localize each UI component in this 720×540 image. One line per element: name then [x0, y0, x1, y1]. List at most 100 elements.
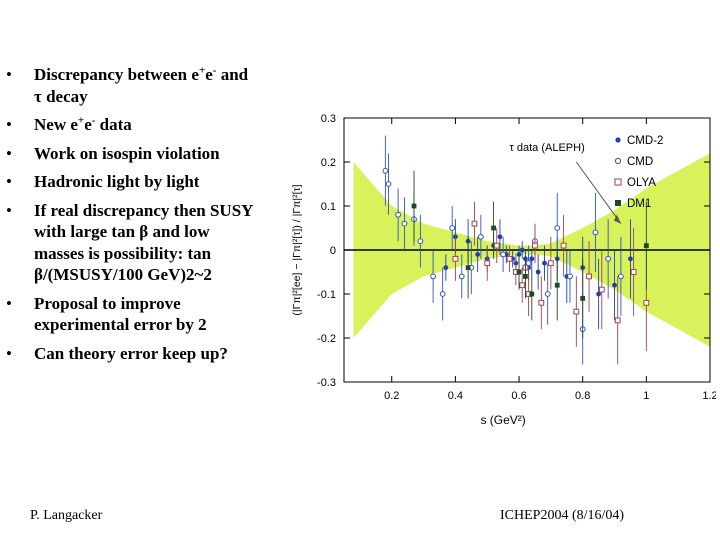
- bullet-dot: •: [6, 200, 12, 220]
- x-tick-label: 1.2: [702, 390, 716, 402]
- bullet-isospin: • Work on isospin violation: [4, 143, 286, 165]
- data-point: [586, 273, 592, 280]
- bullet-text-line: experimental error by 2: [34, 315, 207, 334]
- data-point: [643, 243, 649, 248]
- bullet-dot: •: [6, 293, 12, 313]
- data-point: [471, 220, 478, 227]
- bullet-dot: •: [6, 65, 12, 84]
- footer-author: P. Langacker: [30, 508, 103, 523]
- data-point: [535, 269, 541, 275]
- data-point: [525, 260, 532, 267]
- y-tick-label: 0.1: [321, 201, 336, 213]
- y-tick-label: 0.2: [321, 157, 336, 169]
- bullet-theory-error: • Can theory error keep up?: [4, 343, 286, 365]
- data-point: [491, 225, 496, 231]
- data-point: [567, 273, 573, 280]
- series-dm1: [411, 170, 649, 338]
- footer-conference: ICHEP2004 (8/16/04): [500, 508, 625, 523]
- data-point: [465, 265, 471, 270]
- bullet-dot: •: [6, 115, 12, 134]
- annotation-arrowhead: [613, 214, 621, 224]
- data-point: [484, 260, 491, 267]
- data-point: [532, 242, 538, 249]
- bullet-text-line: Discrepancy between e+e- and: [34, 64, 249, 84]
- data-point: [612, 282, 617, 288]
- y-tick-label: -0.3: [317, 377, 336, 389]
- y-tick-label: 0: [330, 245, 336, 257]
- bullet-text-line: Can theory error keep up?: [34, 343, 228, 363]
- data-point: [592, 229, 599, 236]
- data-point: [560, 242, 567, 249]
- data-point: [580, 296, 586, 301]
- bullet-dot: •: [6, 343, 12, 363]
- data-point: [500, 251, 507, 258]
- data-point: [452, 255, 459, 262]
- bullet-text-line: with large tan β and low: [34, 222, 210, 241]
- data-point: [516, 269, 522, 275]
- x-tick-label: 1: [643, 390, 649, 402]
- data-point: [544, 291, 551, 297]
- x-axis-label: s (GeV²): [480, 413, 525, 427]
- legend-label: DM1: [627, 198, 651, 210]
- data-point: [630, 269, 637, 275]
- bullet-text-line: Proposal to improve: [34, 293, 181, 313]
- bullet-text-line: β/(MSUSY/100 GeV)2~2: [34, 265, 212, 284]
- data-point: [628, 256, 633, 262]
- data-point: [443, 265, 449, 270]
- legend-label: CMD-2: [627, 135, 663, 147]
- data-point: [493, 242, 500, 249]
- bullet-discrepancy: • Discrepancy between e+e- and τ decay: [4, 64, 286, 107]
- x-tick-label: 0.8: [575, 390, 590, 402]
- data-point: [519, 282, 526, 289]
- data-point: [417, 238, 424, 245]
- bullet-text-line: If real discrepancy then SUSY: [34, 200, 254, 220]
- bullet-text-line: masses is possibility: tan: [34, 243, 212, 263]
- annotation-arrow: [575, 161, 622, 224]
- x-tick-label: 0.4: [448, 390, 463, 402]
- legend: CMD-2 CMD OLYA DM1: [614, 135, 663, 210]
- bullet-text-line: τ decay: [34, 86, 88, 106]
- data-point: [542, 260, 547, 266]
- bullet-dot: •: [6, 143, 12, 163]
- data-point: [538, 299, 545, 306]
- data-point: [554, 225, 561, 231]
- data-point: [475, 252, 481, 257]
- data-point: [598, 286, 605, 293]
- y-tick-label: -0.1: [317, 289, 336, 301]
- data-point: [430, 273, 437, 280]
- data-point: [401, 220, 408, 227]
- data-point: [529, 291, 535, 297]
- data-point: [617, 273, 624, 280]
- data-point: [605, 255, 612, 262]
- bullet-new-data: • New e+e- data: [4, 114, 286, 136]
- x-tick-label: 0.6: [511, 390, 526, 402]
- data-point: [554, 282, 560, 288]
- data-point: [382, 167, 389, 174]
- legend-label: OLYA: [627, 177, 656, 189]
- data-point: [497, 234, 503, 240]
- data-point: [573, 308, 580, 315]
- data-point: [529, 256, 535, 262]
- data-point: [506, 255, 513, 262]
- annotation-label: τ data (ALEPH): [509, 142, 584, 154]
- y-tick-label: 0.3: [321, 113, 336, 125]
- y-axis-label: (|Γπ|²[ee] − |Γπ|²[τ]) / |Γπ|²[τ]: [291, 184, 303, 315]
- bullet-proposal: • Proposal to improve experimental error…: [4, 293, 286, 336]
- data-point: [614, 317, 621, 324]
- data-point: [395, 211, 402, 218]
- legend-label: CMD: [627, 156, 653, 168]
- data-point: [523, 274, 528, 279]
- bullet-light-by-light: • Hadronic light by light: [4, 171, 286, 193]
- bullet-susy: • If real discrepancy then SUSY with lar…: [4, 200, 286, 286]
- data-point: [547, 260, 554, 267]
- data-point: [385, 181, 392, 187]
- bullet-text-line: Hadronic light by light: [34, 172, 200, 191]
- discrepancy-chart: 0.3 0.2 0.1 0 -0.1 -0.2 -0.3 0.2 0.4 0.6 0.8 1 1.2 s …: [291, 113, 716, 427]
- legend-marker: [614, 157, 622, 165]
- x-tick-label: 0.2: [384, 390, 399, 402]
- data-point: [596, 291, 602, 297]
- data-point: [449, 225, 456, 231]
- data-point: [477, 233, 484, 240]
- data-point: [519, 247, 525, 253]
- bullet-text-line: Work on isospin violation: [34, 143, 220, 163]
